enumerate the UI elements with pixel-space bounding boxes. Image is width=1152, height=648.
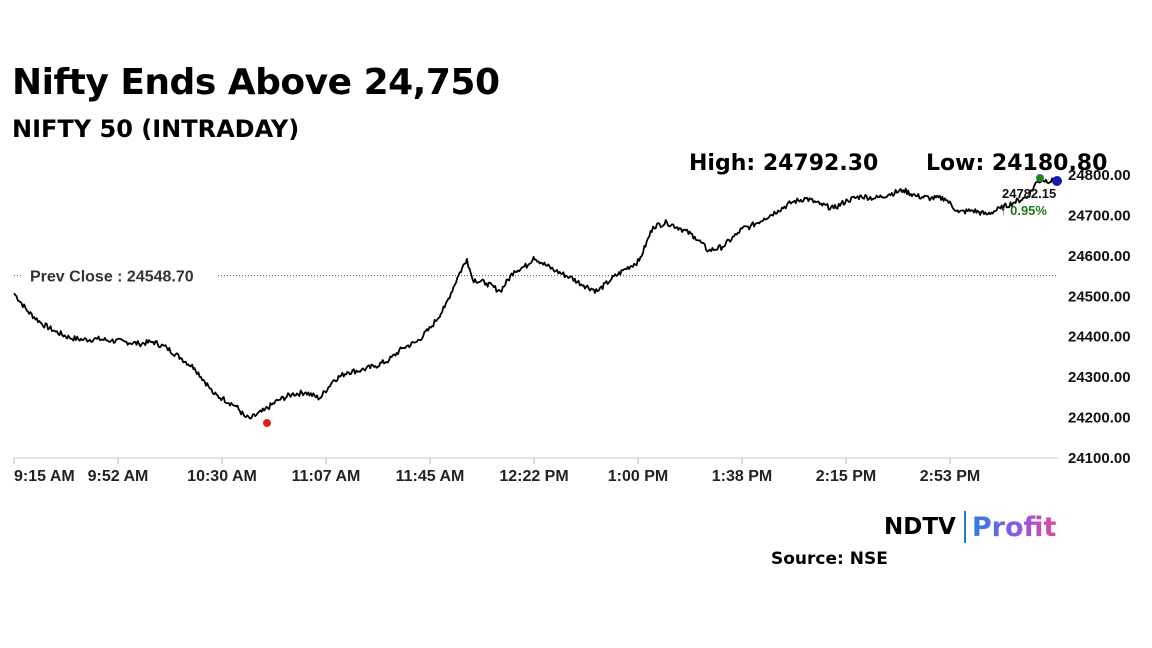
ndtv-profit-logo: NDTV Profit bbox=[884, 510, 1056, 544]
y-tick-label: 24600.00 bbox=[1068, 248, 1131, 265]
change-percent-label: ↑ 0.95% bbox=[1000, 203, 1047, 218]
x-tick-label: 12:22 PM bbox=[499, 468, 568, 485]
x-tick-label: 9:15 AM bbox=[14, 468, 75, 485]
y-tick-label: 24800.00 bbox=[1068, 167, 1131, 184]
high-marker bbox=[1036, 174, 1044, 182]
y-tick-label: 24500.00 bbox=[1068, 288, 1131, 305]
x-tick-label: 1:38 PM bbox=[712, 468, 772, 485]
last-price-marker bbox=[1052, 176, 1062, 186]
y-tick-label: 24300.00 bbox=[1068, 369, 1131, 386]
x-tick-label: 10:30 AM bbox=[187, 468, 257, 485]
brand-separator bbox=[963, 511, 966, 543]
low-value-label: Low: 24180.80 bbox=[926, 151, 1108, 176]
chart-subtitle: NIFTY 50 (INTRADAY) bbox=[12, 115, 300, 143]
y-tick-label: 24400.00 bbox=[1068, 329, 1131, 346]
brand-profit-text: Profit bbox=[971, 511, 1057, 543]
price-line bbox=[13, 177, 1057, 420]
x-tick-label: 1:00 PM bbox=[608, 468, 668, 485]
chart-title: Nifty Ends Above 24,750 bbox=[12, 62, 500, 103]
x-tick-label: 2:53 PM bbox=[920, 468, 980, 485]
x-tick-label: 11:45 AM bbox=[396, 468, 465, 485]
x-tick-label: 11:07 AM bbox=[292, 468, 361, 485]
y-tick-label: 24200.00 bbox=[1068, 410, 1131, 427]
brand-ndtv-text: NDTV bbox=[884, 514, 956, 540]
intraday-line-chart: 24800.00 24700.00 24600.00 24500.00 24400.00… bbox=[13, 167, 1131, 485]
low-marker bbox=[263, 419, 271, 427]
x-tick-label: 9:52 AM bbox=[88, 468, 149, 485]
y-tick-label: 24100.00 bbox=[1068, 450, 1131, 467]
y-tick-label: 24700.00 bbox=[1068, 207, 1131, 224]
high-value-label: High: 24792.30 bbox=[689, 151, 879, 176]
prev-close-label-bg bbox=[22, 263, 218, 286]
last-value-label: 24782.15 bbox=[1002, 186, 1056, 201]
prev-close-label: Prev Close : 24548.70 bbox=[30, 269, 194, 286]
source-note: Source: NSE bbox=[771, 549, 888, 569]
x-tick-label: 2:15 PM bbox=[816, 468, 876, 485]
